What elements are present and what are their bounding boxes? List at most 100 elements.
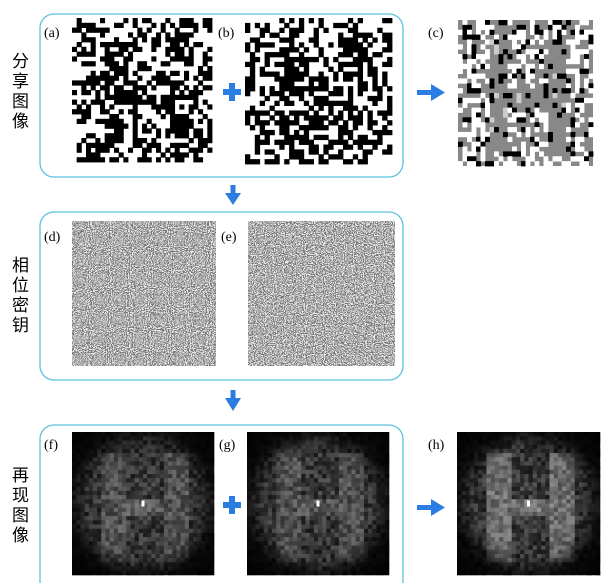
pixel	[458, 108, 463, 113]
pixel	[170, 114, 175, 119]
pixel	[343, 120, 348, 125]
pixel	[363, 57, 368, 62]
pixel	[343, 125, 348, 130]
pixel	[472, 132, 477, 137]
pixel	[348, 42, 353, 47]
pixel	[250, 76, 255, 81]
pixel	[114, 138, 119, 143]
pixel	[530, 156, 535, 161]
pixel	[175, 133, 180, 138]
pixel	[265, 135, 270, 140]
pixel	[512, 64, 517, 69]
pixel	[333, 91, 338, 96]
pixel	[161, 100, 166, 105]
pixel	[512, 44, 517, 49]
pixel	[309, 120, 314, 125]
pixel	[175, 56, 180, 61]
pixel	[387, 33, 392, 38]
pixel	[580, 69, 585, 74]
pixel	[91, 152, 96, 157]
pixel	[265, 96, 270, 101]
pixel	[161, 71, 166, 76]
pixel	[133, 104, 138, 109]
pixel	[526, 64, 531, 69]
pixel	[279, 130, 284, 135]
pixel	[170, 100, 175, 105]
pixel	[584, 156, 589, 161]
pixel	[353, 106, 358, 111]
pixel	[363, 106, 368, 111]
pixel	[566, 83, 571, 88]
pixel	[95, 148, 100, 153]
pixel	[328, 154, 333, 159]
pixel	[363, 154, 368, 159]
figure: 分享图像 相位密钥 再现图像 (a) (b) (c) (d) (e) (f) (…	[0, 0, 605, 583]
pixel	[184, 61, 189, 66]
pixel	[289, 72, 294, 77]
pixel	[184, 85, 189, 90]
pixel	[165, 52, 170, 57]
pixel	[147, 28, 152, 33]
pixel	[156, 128, 161, 133]
pixel	[481, 122, 486, 127]
pixel	[207, 23, 212, 28]
pixel	[133, 42, 138, 47]
pixel	[100, 100, 105, 105]
pixel	[165, 76, 170, 81]
pixel	[494, 35, 499, 40]
pixel	[91, 47, 96, 52]
pixel	[299, 72, 304, 77]
pixel	[517, 49, 522, 54]
pixel	[128, 100, 133, 105]
pixel	[81, 100, 86, 105]
pixel	[95, 76, 100, 81]
pixel	[319, 106, 324, 111]
pixel	[284, 62, 289, 67]
pixel	[363, 37, 368, 42]
pixel	[250, 37, 255, 42]
pixel	[458, 30, 463, 35]
pixel	[580, 156, 585, 161]
pixel	[114, 124, 119, 129]
pixel	[77, 80, 82, 85]
pixel	[289, 86, 294, 91]
pixel	[338, 37, 343, 42]
pixel	[571, 30, 576, 35]
pixel	[368, 125, 373, 130]
pixel	[304, 140, 309, 145]
pixel	[245, 159, 250, 164]
pixel	[284, 47, 289, 52]
pixel	[481, 54, 486, 59]
pixel	[86, 28, 91, 33]
pixel	[382, 81, 387, 86]
pixel	[372, 67, 377, 72]
pixel	[343, 130, 348, 135]
pixel	[343, 76, 348, 81]
pixel	[589, 127, 594, 132]
pixel	[372, 130, 377, 135]
pixel	[580, 161, 585, 166]
pixel	[485, 132, 490, 137]
pixel	[338, 33, 343, 38]
pixel	[250, 86, 255, 91]
pixel	[575, 103, 580, 108]
pixel	[343, 52, 348, 57]
pixel	[530, 137, 535, 142]
pixel	[481, 44, 486, 49]
pixel	[503, 132, 508, 137]
pixel	[494, 39, 499, 44]
pixel	[319, 52, 324, 57]
pixel	[170, 56, 175, 61]
pixel	[77, 104, 82, 109]
pixel	[274, 76, 279, 81]
pixel	[372, 76, 377, 81]
reconstructed-image	[247, 432, 389, 575]
pixel	[503, 49, 508, 54]
pixel	[198, 109, 203, 114]
pixel	[142, 152, 147, 157]
pixel	[309, 140, 314, 145]
pixel	[128, 56, 133, 61]
pixel	[198, 119, 203, 124]
panel-label: (a)	[44, 26, 60, 41]
pixel	[512, 74, 517, 79]
